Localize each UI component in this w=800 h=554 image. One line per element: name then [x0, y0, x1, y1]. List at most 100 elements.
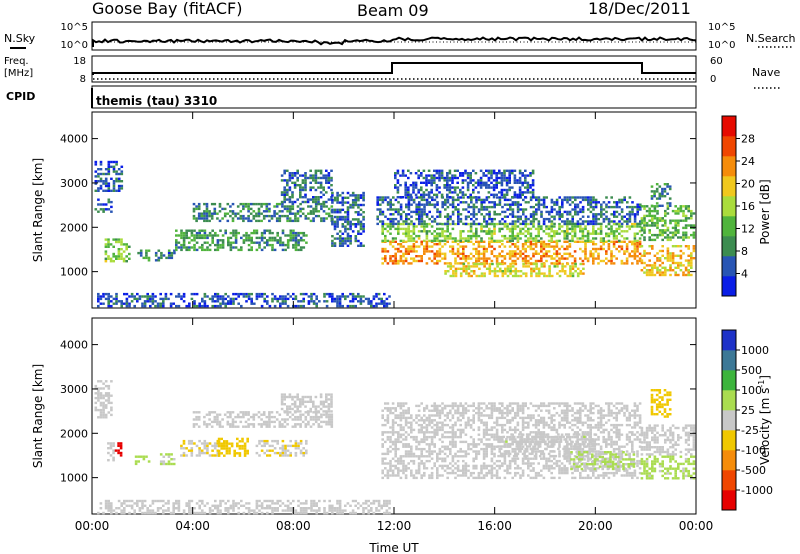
heatmap-cell	[623, 240, 626, 243]
heatmap-cell	[197, 411, 201, 414]
heatmap-cell	[498, 191, 501, 194]
heatmap-cell	[514, 252, 517, 255]
heatmap-cell	[219, 243, 222, 247]
heatmap-cell	[615, 201, 619, 204]
heatmap-cell	[149, 304, 152, 308]
heatmap-cell	[532, 213, 535, 216]
heatmap-cell	[684, 207, 688, 210]
heatmap-cell	[227, 507, 230, 510]
heatmap-cell	[225, 440, 229, 443]
heatmap-cell	[304, 400, 307, 403]
heatmap-cell	[550, 225, 553, 228]
heatmap-cell	[310, 504, 313, 507]
heatmap-cell	[443, 184, 446, 187]
heatmap-cell	[420, 462, 423, 465]
heatmap-cell	[684, 224, 688, 227]
heatmap-cell	[203, 504, 207, 507]
heatmap-cell	[394, 447, 397, 451]
heatmap-cell	[414, 184, 418, 187]
heatmap-cell	[336, 499, 339, 503]
heatmap-cell	[216, 234, 220, 237]
heatmap-cell	[381, 239, 384, 243]
heatmap-cell	[286, 210, 289, 213]
heatmap-cell	[232, 302, 235, 305]
heatmap-cell	[422, 191, 426, 194]
heatmap-cell	[522, 272, 525, 275]
heatmap-cell	[402, 426, 405, 429]
heatmap-cell	[682, 264, 685, 267]
heatmap-cell	[312, 300, 316, 303]
heatmap-cell	[388, 502, 391, 505]
heatmap-cell	[509, 222, 512, 226]
heatmap-cell	[104, 182, 108, 185]
heatmap-cell	[376, 215, 379, 218]
heatmap-cell	[574, 203, 577, 206]
heatmap-cell	[255, 292, 259, 296]
heatmap-cell	[402, 433, 405, 436]
heatmap-cell	[417, 255, 421, 258]
heatmap-cell	[594, 250, 598, 253]
heatmap-cell	[376, 203, 379, 206]
heatmap-cell	[312, 186, 315, 189]
heatmap-cell	[498, 176, 501, 180]
heatmap-cell	[351, 223, 355, 226]
heatmap-cell	[663, 190, 667, 193]
heatmap-cell	[456, 181, 459, 184]
heatmap-cell	[404, 464, 408, 468]
heatmap-cell	[341, 244, 345, 247]
heatmap-cell	[519, 274, 523, 278]
heatmap-cell	[653, 266, 657, 269]
heatmap-cell	[415, 225, 418, 228]
heatmap-cell	[317, 210, 321, 213]
heatmap-cell	[543, 265, 546, 268]
heatmap-cell	[529, 247, 533, 251]
heatmap-cell	[542, 217, 546, 221]
heatmap-cell	[610, 205, 613, 209]
heatmap-cell	[628, 217, 632, 221]
heatmap-cell	[645, 264, 649, 267]
heatmap-cell	[322, 205, 326, 208]
heatmap-cell	[357, 507, 360, 510]
heatmap-cell	[354, 225, 358, 228]
heatmap-cell	[664, 257, 667, 260]
heatmap-cell	[475, 232, 478, 235]
heatmap-cell	[516, 225, 520, 228]
heatmap-cell	[351, 300, 355, 303]
heatmap-cell	[457, 213, 460, 216]
heatmap-cell	[385, 499, 389, 503]
heatmap-cell	[288, 393, 292, 396]
heatmap-cell	[301, 181, 305, 184]
heatmap-cell	[236, 452, 239, 455]
heatmap-cell	[250, 241, 253, 244]
heatmap-cell	[117, 257, 121, 260]
heatmap-cell	[679, 249, 683, 253]
heatmap-cell	[122, 250, 126, 253]
heatmap-cell	[656, 217, 659, 220]
heatmap-cell	[386, 222, 390, 226]
heatmap-cell	[297, 239, 300, 242]
heatmap-cell	[563, 240, 566, 243]
heatmap-cell	[451, 237, 455, 240]
heatmap-cell	[527, 245, 530, 248]
heatmap-cell	[164, 292, 168, 296]
heatmap-cell	[407, 262, 410, 265]
heatmap-cell	[407, 455, 410, 458]
heatmap-cell	[511, 196, 514, 199]
heatmap-cell	[532, 267, 536, 270]
heatmap-cell	[487, 184, 491, 187]
heatmap-cell	[115, 170, 118, 173]
heatmap-cell	[317, 176, 320, 180]
heatmap-cell	[330, 405, 333, 408]
heatmap-cell	[379, 208, 382, 211]
heatmap-cell	[270, 214, 274, 218]
heatmap-cell	[451, 174, 454, 177]
heatmap-cell	[182, 295, 186, 298]
heatmap-cell	[420, 220, 424, 223]
heatmap-cell	[677, 221, 680, 225]
heatmap-cell	[639, 220, 642, 223]
heatmap-cell	[493, 210, 496, 214]
heatmap-cell	[518, 169, 522, 172]
heatmap-cell	[668, 187, 672, 191]
colorbar-tick-label: 8	[741, 245, 748, 258]
heatmap-cell	[443, 237, 447, 240]
